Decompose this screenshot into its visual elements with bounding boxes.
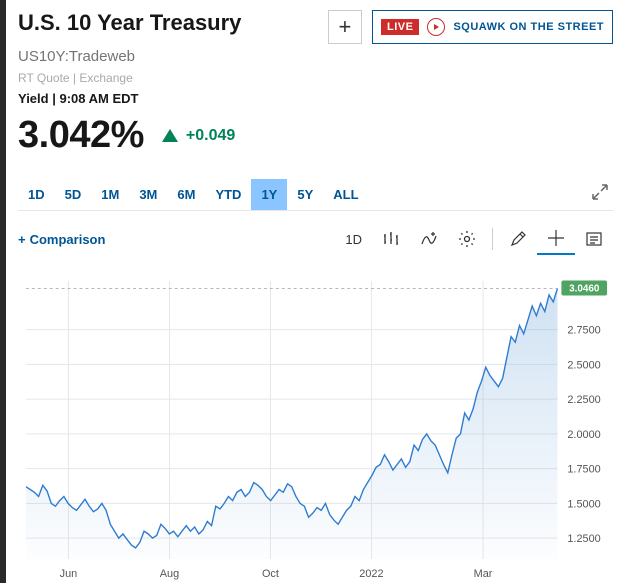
draw-icon[interactable]	[499, 224, 537, 254]
add-button[interactable]: +	[328, 10, 362, 44]
svg-text:1.7500: 1.7500	[567, 464, 600, 476]
range-tab-3m[interactable]: 3M	[129, 179, 167, 210]
svg-text:1.2500: 1.2500	[567, 533, 600, 545]
range-tab-5d[interactable]: 5D	[55, 179, 92, 210]
svg-text:1.5000: 1.5000	[567, 498, 600, 510]
chart-area[interactable]: 1.2500 1.5000 1.7500 2.0000 2.2500 2.5000 2.75…	[18, 263, 613, 583]
notes-icon[interactable]	[575, 224, 613, 254]
chart-type-icon[interactable]	[372, 224, 410, 254]
instrument-title: U.S. 10 Year Treasury	[18, 10, 318, 36]
svg-text:2.0000: 2.0000	[567, 429, 600, 441]
expand-icon[interactable]	[587, 179, 613, 210]
svg-text:Oct: Oct	[262, 568, 279, 580]
yield-timestamp: Yield | 9:08 AM EDT	[18, 91, 613, 106]
svg-text:Mar: Mar	[474, 568, 493, 580]
quote-meta: RT Quote | Exchange	[18, 71, 613, 85]
play-icon	[427, 18, 445, 36]
range-tab-1d[interactable]: 1D	[18, 179, 55, 210]
settings-icon[interactable]	[448, 224, 486, 254]
svg-text:2.2500: 2.2500	[567, 394, 600, 406]
indicators-icon[interactable]	[410, 224, 448, 254]
range-tab-1m[interactable]: 1M	[91, 179, 129, 210]
price-value: 3.042%	[18, 114, 144, 157]
range-tab-6m[interactable]: 6M	[167, 179, 205, 210]
svg-text:2.7500: 2.7500	[567, 325, 600, 337]
change-direction-icon	[162, 129, 178, 142]
change-value: +0.049	[186, 127, 235, 145]
range-tabs: 1D5D1M3M6MYTD1Y5YALL	[18, 179, 587, 210]
live-show-name: SQUAWK ON THE STREET	[453, 21, 604, 33]
svg-text:Aug: Aug	[160, 568, 179, 580]
range-tab-5y[interactable]: 5Y	[287, 179, 323, 210]
crosshair-icon[interactable]	[537, 223, 575, 255]
svg-text:3.0460: 3.0460	[569, 283, 600, 294]
range-tab-1y[interactable]: 1Y	[251, 179, 287, 210]
range-tab-all[interactable]: ALL	[323, 179, 368, 210]
comparison-button[interactable]: +Comparison	[18, 232, 335, 247]
live-tv-box[interactable]: LIVE SQUAWK ON THE STREET	[372, 10, 613, 44]
svg-text:2.5000: 2.5000	[567, 359, 600, 371]
live-badge: LIVE	[381, 19, 419, 35]
svg-text:Jun: Jun	[60, 568, 78, 580]
interval-button[interactable]: 1D	[335, 226, 372, 253]
svg-text:2022: 2022	[359, 568, 383, 580]
instrument-symbol: US10Y:Tradeweb	[18, 48, 613, 65]
range-tab-ytd[interactable]: YTD	[205, 179, 251, 210]
